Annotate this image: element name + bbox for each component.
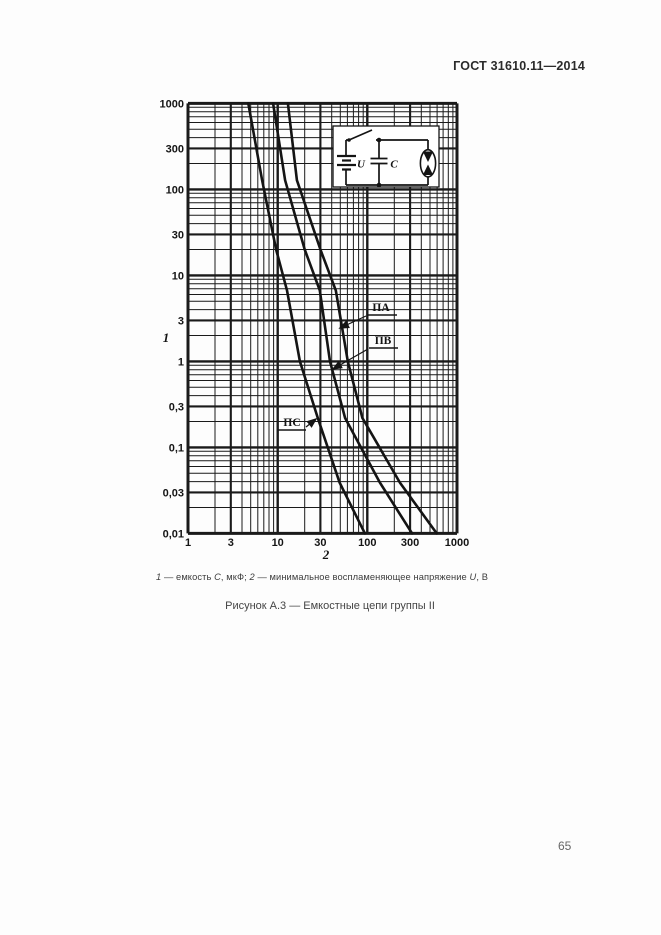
standard-number-header: ГОСТ 31610.11—2014 bbox=[453, 59, 585, 73]
spark-gap-icon bbox=[419, 148, 437, 178]
figure-caption: Рисунок А.3 — Емкостные цепи группы II bbox=[225, 600, 435, 612]
x-tick-label: 1000 bbox=[445, 537, 469, 549]
junction-dot bbox=[376, 137, 382, 143]
curve-label-ПВ: ПВ bbox=[375, 335, 392, 347]
circuit-wire bbox=[348, 129, 373, 141]
y-tick-label: 300 bbox=[166, 143, 184, 155]
spark-gap-electrode bbox=[422, 164, 434, 175]
curve-label-arrow bbox=[305, 417, 318, 428]
y-tick-label: 30 bbox=[172, 229, 184, 241]
source-voltage-label: U bbox=[357, 159, 366, 171]
figure-footnote: 1 — емкость С, мкФ; 2 — минимальное восп… bbox=[156, 572, 488, 582]
curve-ПС bbox=[247, 102, 367, 535]
y-tick-label: 3 bbox=[178, 315, 184, 327]
footnote-segment: — емкость bbox=[161, 572, 215, 582]
curve-label-arrow bbox=[338, 315, 367, 329]
y-tick-label: 1 bbox=[178, 356, 184, 368]
y-tick-label: 0,01 bbox=[163, 528, 184, 540]
grid-lines bbox=[186, 101, 459, 535]
curve-label-ПА: ПА bbox=[372, 302, 390, 314]
spark-gap-electrode bbox=[422, 151, 434, 162]
y-tick-label: 0,3 bbox=[169, 401, 184, 413]
junction-dot bbox=[376, 182, 382, 188]
x-tick-label: 30 bbox=[314, 537, 326, 549]
x-tick-label: 100 bbox=[358, 537, 376, 549]
capacitor-label: C bbox=[390, 159, 398, 171]
x-tick-label: 10 bbox=[272, 537, 284, 549]
y-axis-marker: 1 bbox=[163, 330, 170, 345]
y-tick-label: 10 bbox=[172, 270, 184, 282]
x-axis-marker: 2 bbox=[322, 547, 330, 562]
footnote-segment: , В bbox=[476, 572, 488, 582]
footnote-segment: — минимальное воспламеняющее напряжение bbox=[254, 572, 470, 582]
y-tick-label: 1000 bbox=[160, 98, 184, 110]
footnote-segment: U bbox=[469, 572, 477, 582]
y-tick-label: 0,03 bbox=[163, 487, 184, 499]
footnote-segment: С bbox=[214, 572, 221, 582]
footnote-segment: 2 bbox=[249, 572, 255, 582]
curve-label-arrow bbox=[331, 348, 369, 370]
y-tick-label: 100 bbox=[166, 184, 184, 196]
x-tick-label: 3 bbox=[228, 537, 234, 549]
page-number: 65 bbox=[558, 839, 572, 853]
curve-label-ПС: ПС bbox=[283, 417, 300, 429]
x-tick-label: 300 bbox=[401, 537, 419, 549]
x-tick-label: 1 bbox=[185, 537, 191, 549]
footnote-segment: , мкФ; bbox=[220, 572, 250, 582]
footnote-segment: 1 bbox=[156, 572, 162, 582]
curve-labels: ПА ПВ ПС bbox=[278, 302, 398, 431]
y-tick-label: 0,1 bbox=[169, 442, 184, 454]
switch-pivot-dot bbox=[347, 138, 351, 142]
curve-ПВ bbox=[271, 102, 414, 535]
